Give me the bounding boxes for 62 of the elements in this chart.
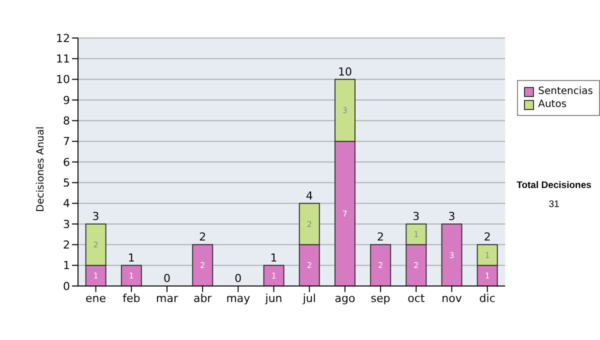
legend-label: Autos bbox=[538, 98, 567, 111]
data-label: 7 bbox=[342, 210, 348, 219]
x-tick-label: mar bbox=[156, 292, 178, 305]
y-tick-label: 2 bbox=[63, 238, 70, 252]
y-tick-label: 0 bbox=[63, 280, 70, 293]
y-tick-label: 11 bbox=[56, 52, 70, 66]
x-tick-label: jun bbox=[264, 292, 282, 305]
x-tick-label: ene bbox=[86, 292, 106, 305]
data-label: 1 bbox=[484, 250, 490, 260]
y-tick-label: 12 bbox=[56, 32, 70, 45]
bar bbox=[441, 224, 462, 286]
data-label: 1 bbox=[484, 272, 490, 281]
total-label: 3 bbox=[412, 210, 420, 223]
y-tick-label: 5 bbox=[63, 176, 70, 190]
y-tick-label: 3 bbox=[63, 218, 70, 231]
y-tick-label: 4 bbox=[63, 197, 70, 210]
x-tick-label: abr bbox=[193, 292, 212, 305]
y-tick-label: 7 bbox=[63, 135, 70, 148]
y-tick-label: 9 bbox=[63, 94, 70, 107]
data-label: 3 bbox=[342, 106, 348, 116]
legend-label: Sentencias bbox=[538, 85, 593, 98]
data-label: 2 bbox=[93, 240, 98, 250]
total-label: 4 bbox=[306, 189, 313, 202]
data-label: 3 bbox=[449, 250, 454, 260]
bar bbox=[192, 244, 214, 286]
total-label: 0 bbox=[234, 272, 242, 285]
total-label: 2 bbox=[377, 230, 384, 244]
bar bbox=[263, 264, 284, 286]
total-label: 1 bbox=[128, 251, 135, 264]
y-tick-label: 10 bbox=[56, 73, 70, 86]
total-label: 3 bbox=[448, 210, 456, 223]
y-tick-label: 6 bbox=[63, 156, 70, 169]
y-tick-label: 1 bbox=[63, 259, 70, 272]
x-tick-label: jul bbox=[302, 292, 316, 305]
text: 31 bbox=[548, 199, 560, 210]
total-label: 1 bbox=[270, 251, 278, 264]
data-label: 2 bbox=[414, 261, 419, 270]
data-label: 2 bbox=[306, 261, 312, 270]
data-label: 1 bbox=[128, 272, 134, 281]
x-tick-label: feb bbox=[122, 292, 140, 305]
x-tick-label: dic bbox=[479, 292, 496, 305]
x-tick-label: ago bbox=[334, 292, 356, 305]
total-label: 0 bbox=[163, 272, 170, 285]
x-tick-label: oct bbox=[408, 292, 426, 305]
data-label: 2 bbox=[378, 261, 384, 270]
text: Total Decisiones bbox=[516, 180, 592, 191]
x-tick-label: nov bbox=[442, 292, 462, 305]
y-tick-label: 8 bbox=[63, 114, 70, 128]
bar bbox=[370, 244, 392, 286]
total-label: 10 bbox=[338, 65, 352, 78]
total-label: 2 bbox=[484, 230, 491, 244]
y-axis-title: Decisiones Anual bbox=[36, 126, 47, 212]
data-label: 1 bbox=[93, 272, 98, 281]
x-tick-label: may bbox=[226, 292, 251, 305]
data-label: 1 bbox=[271, 272, 276, 281]
bar bbox=[120, 264, 142, 286]
data-label: 2 bbox=[306, 220, 312, 229]
x-tick-label: sep bbox=[370, 292, 390, 305]
total-label: 3 bbox=[92, 210, 100, 223]
data-label: 1 bbox=[414, 230, 419, 240]
total-label: 2 bbox=[199, 230, 206, 244]
data-label: 2 bbox=[200, 261, 206, 270]
